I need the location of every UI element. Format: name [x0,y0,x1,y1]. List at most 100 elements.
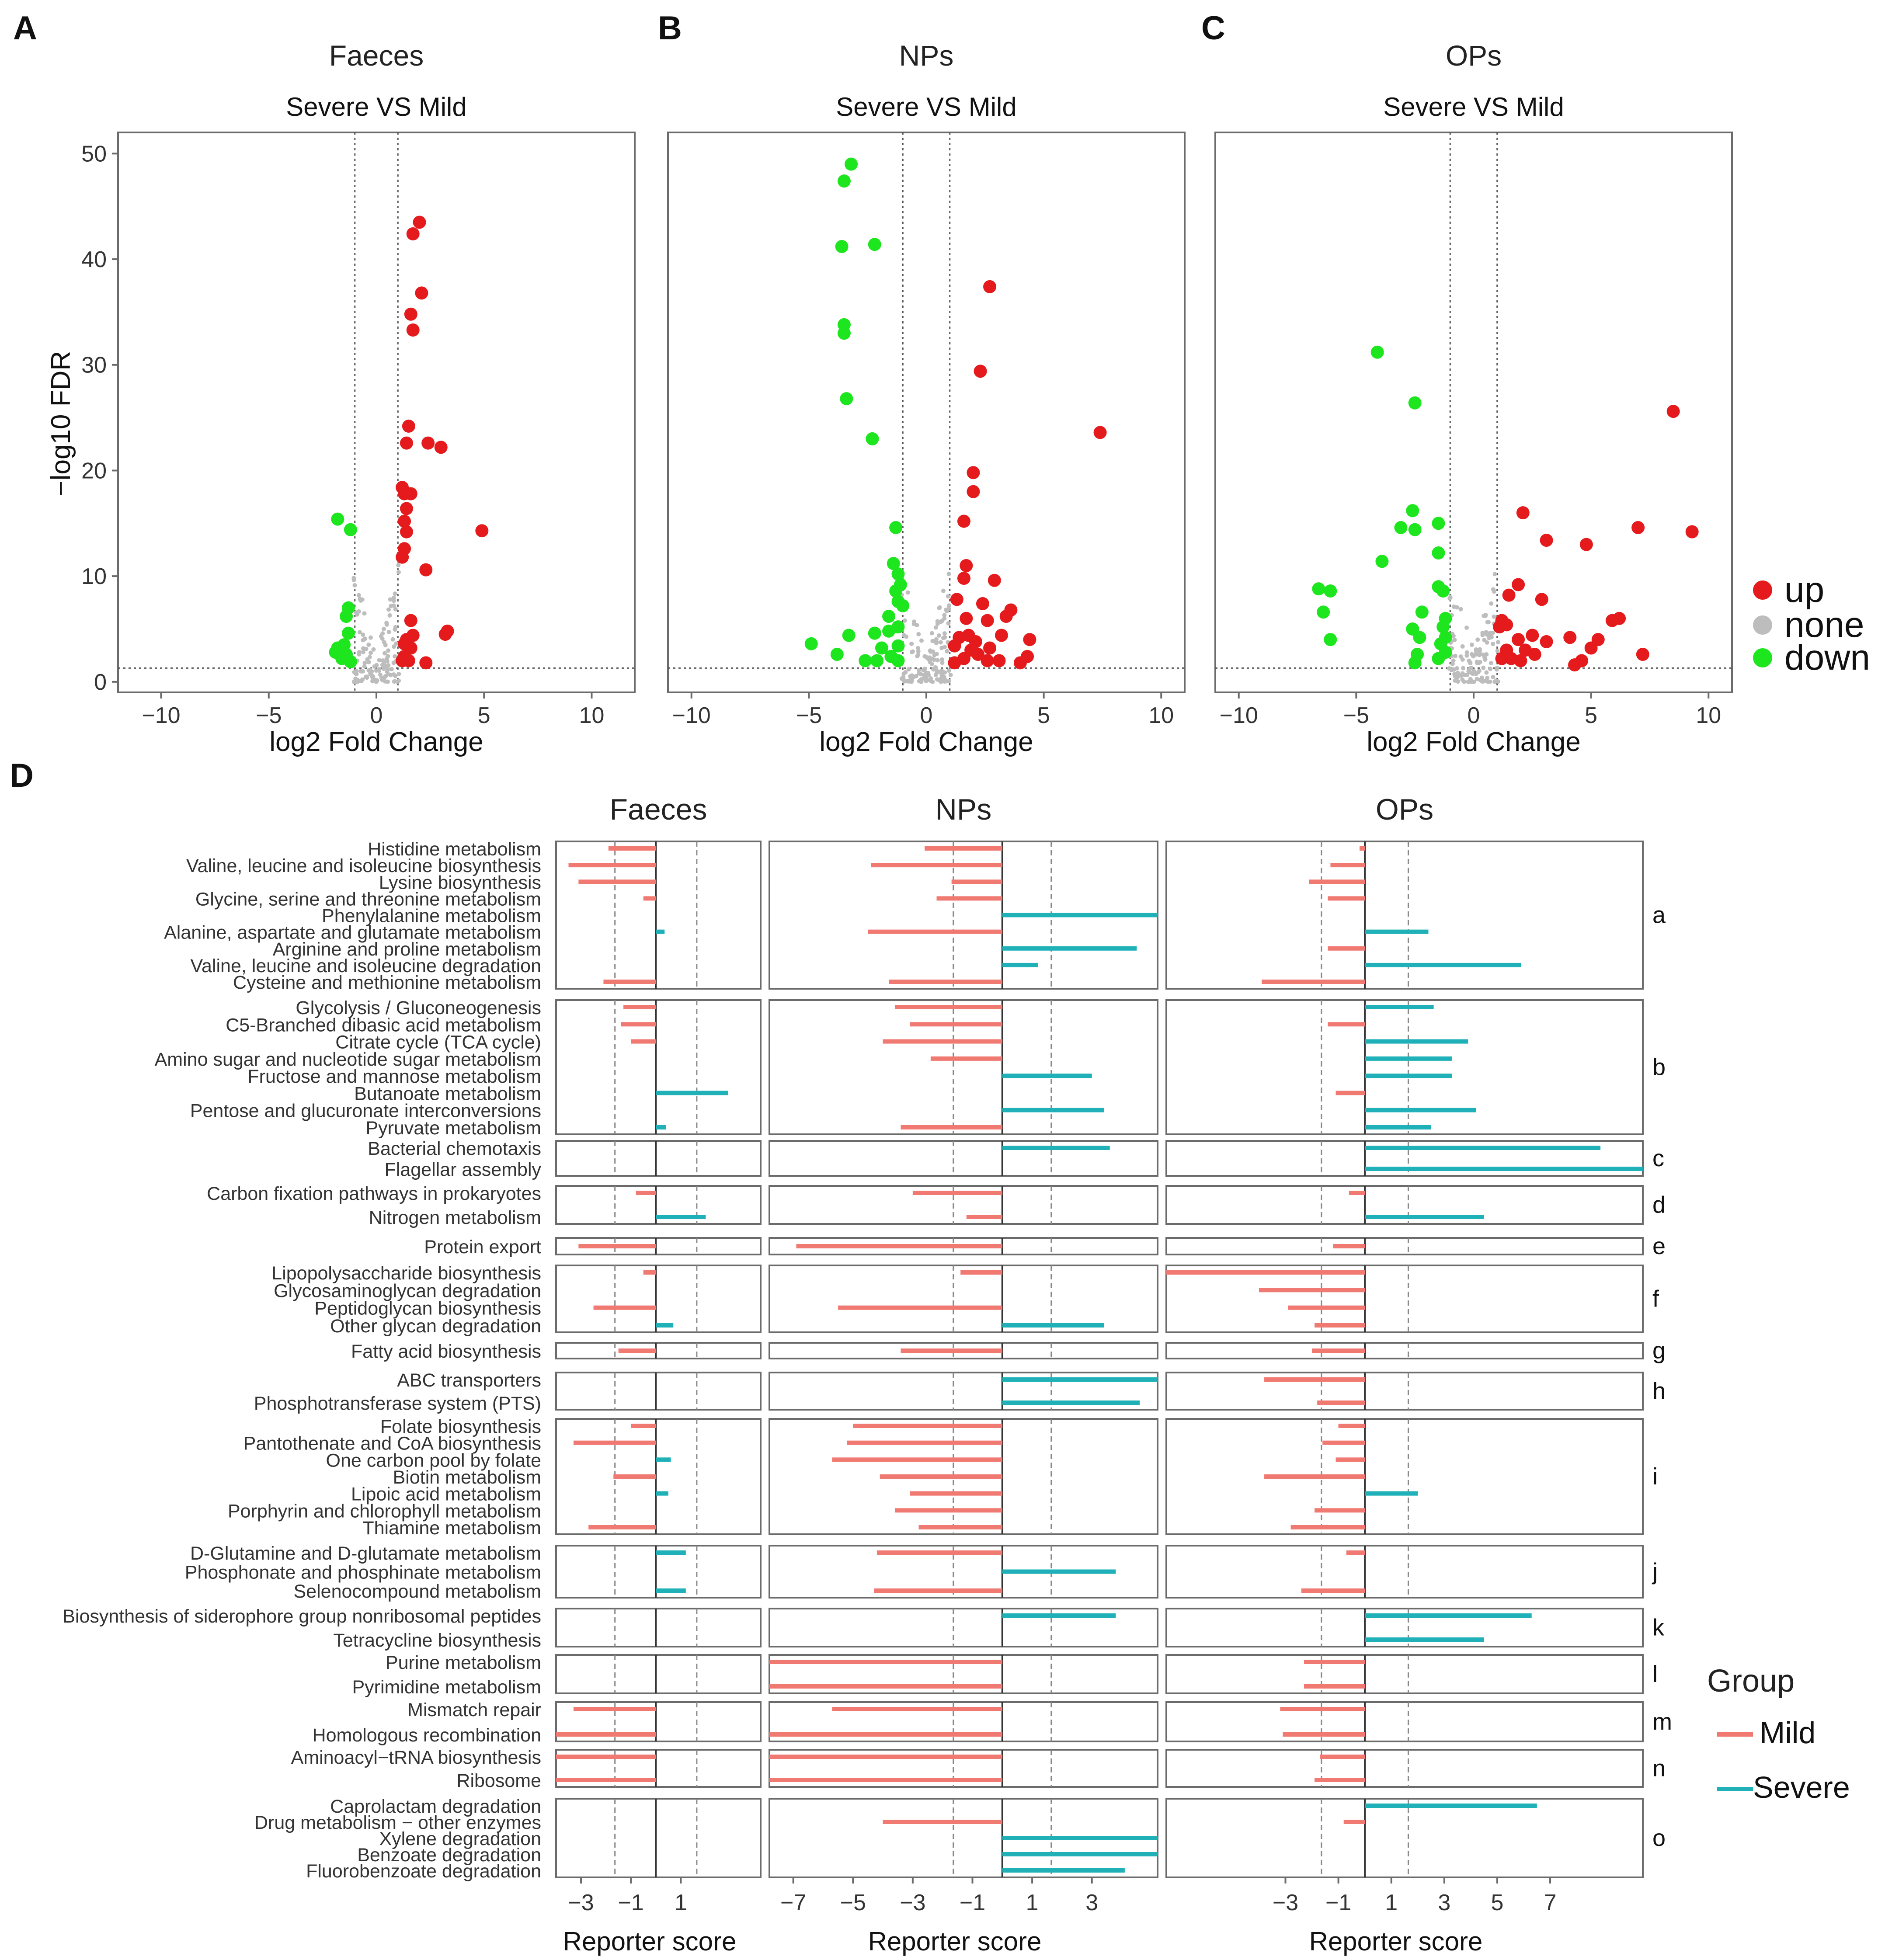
x-tick-label: 5 [1585,703,1597,728]
bar-mild [910,1491,1002,1496]
pathway-label: Homologous recombination [313,1725,541,1746]
point-none [916,649,921,654]
point-down [1375,555,1389,568]
point-up [1535,593,1548,606]
facet-frame [555,1372,762,1411]
point-none [393,627,397,632]
bar-mild [853,1424,1002,1428]
point-up [983,641,997,655]
point-none [368,635,373,640]
bar-mild [1333,1244,1365,1248]
point-none [385,679,390,684]
point-none [919,638,924,643]
point-none [376,668,381,673]
bar-mild [573,1707,656,1711]
point-up [404,487,417,500]
point-none [1453,678,1457,683]
point-up [1584,641,1598,655]
point-up [421,436,435,450]
plot-frame [667,132,1186,693]
bar-mild [912,1191,1002,1195]
bar-mild [847,1440,1002,1445]
bar-mild [1320,1755,1365,1759]
bar-mild [868,929,1002,934]
point-none [916,632,921,636]
facet-frame [555,1342,762,1359]
pathway-group-g: Fatty acid biosynthesis g [351,1338,1666,1364]
point-up [1540,533,1553,547]
bar-mild [568,863,656,868]
point-none [942,613,947,618]
point-none [934,670,939,675]
point-up [1512,578,1525,591]
pathway-label: Arginine and proline metabolism [273,939,541,960]
point-none [918,672,923,677]
bar-severe [1002,1146,1110,1150]
pathway-label: Phenylalanine metabolism [322,906,541,927]
bar-severe [656,1323,674,1328]
panel-letter: C [1201,10,1225,47]
legend-dot-none [1753,615,1772,635]
point-none [1452,637,1457,642]
point-up [1685,525,1699,539]
pathway-label: Valine, leucine and isoleucine biosynthe… [186,855,541,876]
point-up [992,654,1006,667]
x-tick-label: −3 [1273,1890,1298,1915]
bar-mild [1360,846,1365,851]
bar-mild [1304,1660,1365,1664]
volcano-title: Faeces [329,39,424,72]
bar-mild [1312,1348,1365,1353]
bar-mild [578,1244,656,1248]
pathway-label: Lipoic acid metabolism [351,1484,541,1505]
point-none [1453,653,1458,658]
point-none [1453,673,1457,678]
point-none [937,605,942,610]
y-tick-label: 0 [94,670,107,695]
volcano-title: NPs [899,39,954,72]
point-none [393,591,397,596]
point-none [942,635,947,640]
point-up [419,656,433,670]
x-tick-label: −7 [780,1890,806,1915]
point-up [957,571,970,585]
point-none [362,664,367,669]
group-label: f [1652,1286,1659,1312]
panel-letter: D [10,757,34,794]
point-up [960,612,973,625]
point-down [891,639,905,653]
legend-label-down: down [1784,638,1870,678]
point-none [1475,637,1480,642]
point-none [1465,673,1470,678]
point-down [1432,517,1445,530]
legend-item-down: down [1753,638,1870,678]
point-none [1480,630,1485,635]
point-up [1540,635,1553,648]
y-tick-label: 10 [81,564,107,589]
pathway-group-k: Biosynthesis of siderophore group nonrib… [63,1606,1665,1651]
point-none [1451,658,1456,663]
x-axis-label: Reporter score [868,1927,1042,1956]
x-axis-label: log2 Fold Change [1367,727,1580,757]
bar-mild [838,1305,1002,1310]
bar-mild [1259,1288,1365,1293]
point-none [1450,661,1455,666]
point-up [441,624,454,638]
y-tick-label: 40 [81,247,107,272]
pathway-label: Cysteine and methionine metabolism [233,972,541,993]
bar-severe [1002,1323,1104,1328]
point-down [842,629,856,642]
pathway-label: Butanoate metabolism [354,1083,541,1104]
bar-mild [1290,1525,1365,1529]
bar-mild [1330,863,1365,868]
x-tick-label: 0 [1468,703,1480,728]
pathway-label: Bacterial chemotaxis [368,1138,541,1159]
plot-frame [117,132,636,693]
point-none [374,679,379,684]
bar-mild [832,1457,1002,1462]
point-none [946,668,951,673]
pathway-label: Aminoacyl−tRNA biosynthesis [291,1747,541,1768]
point-none [1474,649,1478,653]
